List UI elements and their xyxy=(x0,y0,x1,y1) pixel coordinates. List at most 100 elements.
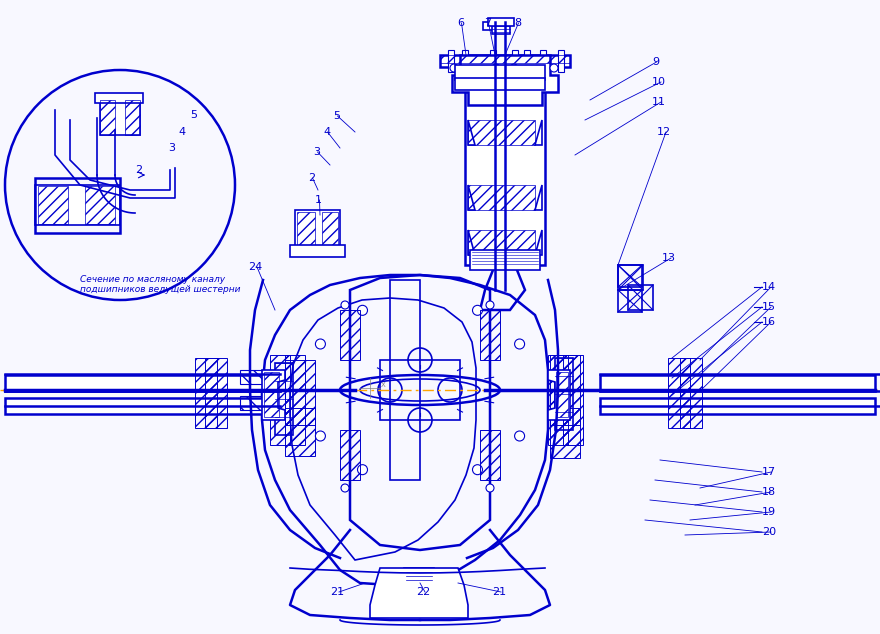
Bar xyxy=(488,18,514,26)
Bar xyxy=(462,50,468,72)
Circle shape xyxy=(492,64,500,72)
Text: 16: 16 xyxy=(762,317,776,327)
Bar xyxy=(240,370,272,384)
Bar xyxy=(35,185,120,225)
Text: 5: 5 xyxy=(190,110,197,120)
Bar xyxy=(465,65,545,265)
Text: 15: 15 xyxy=(762,302,776,312)
Bar xyxy=(285,408,315,456)
Text: 10: 10 xyxy=(652,77,666,87)
Circle shape xyxy=(515,339,524,349)
Bar xyxy=(524,50,530,72)
Circle shape xyxy=(315,339,326,349)
Bar xyxy=(600,398,875,414)
Text: 12: 12 xyxy=(657,127,671,137)
Text: 4: 4 xyxy=(323,127,330,137)
Text: X: X xyxy=(381,382,385,388)
Text: 2: 2 xyxy=(135,165,143,175)
Circle shape xyxy=(357,306,368,315)
Text: 18: 18 xyxy=(762,487,776,497)
Bar xyxy=(680,358,702,428)
Bar xyxy=(100,100,140,135)
Bar xyxy=(470,250,540,270)
Text: 20: 20 xyxy=(762,527,776,537)
Bar xyxy=(125,100,140,135)
Bar xyxy=(556,372,568,417)
Bar xyxy=(548,355,568,445)
Circle shape xyxy=(341,484,349,492)
Polygon shape xyxy=(262,370,285,420)
Bar xyxy=(340,430,360,480)
Text: 7: 7 xyxy=(484,18,491,28)
Text: 14: 14 xyxy=(762,282,776,292)
Circle shape xyxy=(357,465,368,475)
Text: 1: 1 xyxy=(315,195,322,205)
Circle shape xyxy=(550,64,558,72)
Text: 8: 8 xyxy=(514,18,521,28)
Bar xyxy=(555,358,573,430)
Circle shape xyxy=(473,465,482,475)
Bar xyxy=(492,22,510,34)
Bar xyxy=(390,280,420,480)
Bar xyxy=(490,50,496,72)
Bar xyxy=(95,93,143,103)
Text: 4: 4 xyxy=(178,127,185,137)
Bar xyxy=(100,100,115,135)
Circle shape xyxy=(341,301,349,309)
Circle shape xyxy=(515,431,524,441)
Bar xyxy=(322,212,338,246)
Bar xyxy=(540,50,546,72)
Circle shape xyxy=(315,431,326,441)
Bar xyxy=(493,22,505,30)
Bar xyxy=(240,396,272,410)
Bar xyxy=(340,310,360,360)
Bar xyxy=(295,210,340,248)
Bar xyxy=(448,50,454,72)
Bar xyxy=(297,212,315,246)
Text: 22: 22 xyxy=(416,587,430,597)
Bar xyxy=(264,372,279,417)
Text: 13: 13 xyxy=(662,253,676,263)
Text: 6: 6 xyxy=(457,18,464,28)
Text: Сечение по масляному каналу
подшипников ведущей шестерни: Сечение по масляному каналу подшипников … xyxy=(80,275,240,294)
Bar xyxy=(483,22,495,30)
Bar xyxy=(195,358,217,428)
Bar xyxy=(468,230,535,255)
Text: 9: 9 xyxy=(652,57,659,67)
Bar xyxy=(404,568,434,586)
Text: 11: 11 xyxy=(652,97,666,107)
Bar xyxy=(618,290,642,312)
Bar xyxy=(480,430,500,480)
Bar xyxy=(205,358,227,428)
Text: 3: 3 xyxy=(168,143,175,153)
Bar xyxy=(550,408,580,458)
Circle shape xyxy=(473,306,482,315)
Bar xyxy=(550,355,580,425)
Bar xyxy=(468,185,535,210)
Bar xyxy=(275,363,293,435)
Bar xyxy=(618,265,642,287)
Polygon shape xyxy=(452,55,558,105)
Bar xyxy=(440,55,570,67)
Bar xyxy=(618,265,643,290)
Bar xyxy=(468,120,535,145)
Bar xyxy=(455,78,545,90)
Text: 19: 19 xyxy=(762,507,776,517)
Text: 2: 2 xyxy=(308,173,315,183)
Bar xyxy=(285,360,315,425)
Bar xyxy=(455,65,545,80)
Bar xyxy=(5,375,275,391)
Text: 5: 5 xyxy=(333,111,340,121)
Bar xyxy=(668,358,690,428)
Bar xyxy=(558,50,564,72)
Bar xyxy=(440,55,570,63)
Bar xyxy=(628,285,653,310)
Bar xyxy=(35,178,120,233)
Bar xyxy=(270,355,290,445)
Bar xyxy=(38,186,68,224)
Bar xyxy=(85,186,115,224)
Text: 24: 24 xyxy=(248,262,262,272)
Bar xyxy=(480,310,500,360)
Circle shape xyxy=(450,64,458,72)
Text: 21: 21 xyxy=(330,587,344,597)
